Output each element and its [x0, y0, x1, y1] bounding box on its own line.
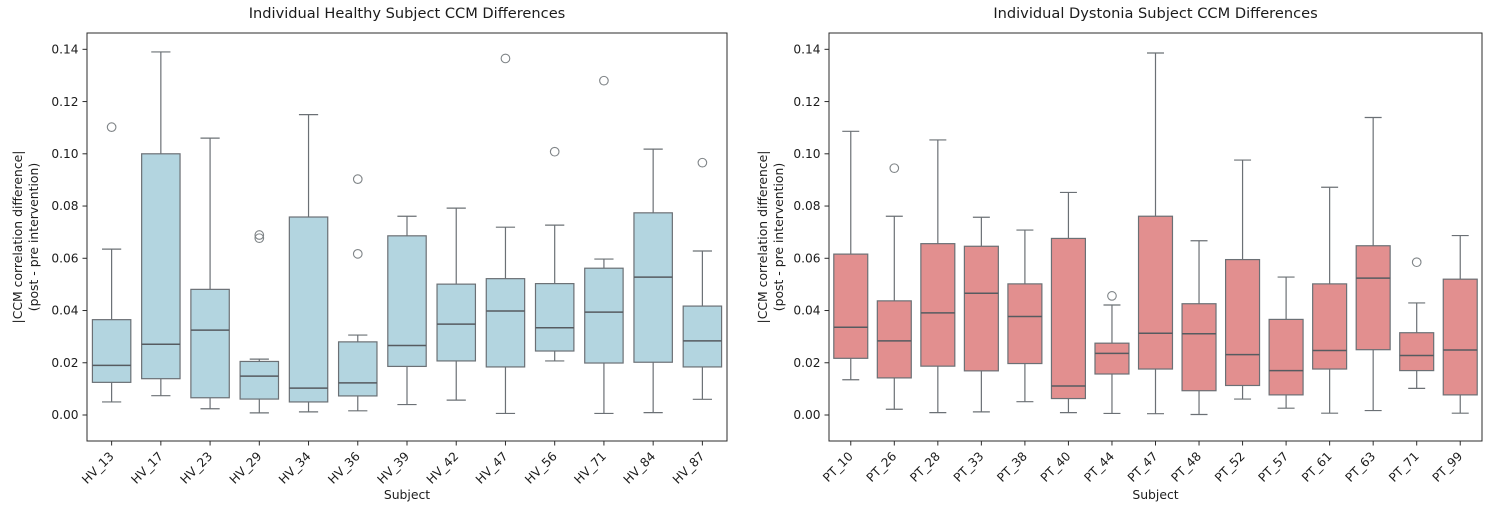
- outlier-HV_56: [549, 146, 560, 157]
- box-HV_13: [91, 319, 132, 383]
- y-tick-label: 0.12: [51, 95, 78, 109]
- chart-title-healthy: Individual Healthy Subject CCM Differenc…: [248, 5, 566, 22]
- outlier-HV_29: [254, 230, 265, 240]
- outlier-PT_26: [889, 163, 900, 174]
- outlier-PT_44: [1107, 291, 1117, 301]
- box-HV_87: [682, 305, 723, 368]
- box-PT_26: [876, 300, 912, 379]
- y-tick-label: 0.12: [793, 95, 820, 109]
- x-axis-label-dystonia: Subject: [1132, 487, 1179, 502]
- outlier-HV_36: [352, 248, 363, 259]
- y-tick-label: 0.08: [793, 199, 820, 213]
- x-tick-label-PT_61: PT_61: [1299, 449, 1335, 485]
- x-tick-label-PT_40: PT_40: [1038, 449, 1074, 485]
- box-PT_48: [1181, 303, 1217, 392]
- x-tick-label-PT_99: PT_99: [1430, 449, 1466, 485]
- x-tick-label-PT_71: PT_71: [1386, 449, 1422, 485]
- box-PT_57: [1268, 318, 1304, 396]
- x-tick-label-PT_38: PT_38: [994, 449, 1030, 485]
- box-PT_47: [1137, 215, 1174, 370]
- y-tick-label: 0.08: [51, 199, 78, 213]
- outlier-PT_71: [1411, 257, 1422, 268]
- y-tick-label: 0.00: [51, 408, 78, 422]
- box-HV_36: [337, 341, 378, 397]
- box-PT_99: [1442, 278, 1478, 396]
- box-HV_84: [633, 212, 673, 363]
- panel-dystonia: Individual Dystonia Subject CCM Differen…: [745, 0, 1490, 513]
- x-tick-label-PT_10: PT_10: [820, 449, 856, 485]
- box-HV_34: [288, 216, 329, 403]
- x-tick-label-HV_34: HV_34: [276, 449, 314, 487]
- x-tick-label-HV_42: HV_42: [424, 449, 462, 487]
- outlier-HV_13: [106, 122, 117, 133]
- outlier-HV_36: [352, 174, 363, 184]
- box-PT_71: [1399, 332, 1435, 372]
- box-PT_33: [963, 245, 999, 372]
- panel-healthy: Individual Healthy Subject CCM Differenc…: [10, 5, 728, 502]
- box-HV_71: [584, 267, 624, 364]
- box-HV_29: [239, 360, 280, 400]
- x-tick-label-PT_33: PT_33: [951, 449, 987, 485]
- y-tick-label: 0.04: [51, 304, 78, 318]
- x-tick-label-HV_71: HV_71: [571, 449, 609, 487]
- x-tick-label-HV_56: HV_56: [522, 449, 560, 487]
- box-PT_40: [1050, 237, 1087, 400]
- x-tick-label-PT_28: PT_28: [907, 449, 943, 485]
- y-tick-label: 0.14: [793, 43, 820, 57]
- box-PT_63: [1355, 245, 1391, 351]
- x-tick-label-HV_87: HV_87: [670, 449, 708, 487]
- outlier-HV_71: [599, 75, 609, 86]
- boxplot-svg-healthy: 0.00 0.02 0.04 0.06 0.08 0.10 0.12 0.14 HV_13 HV_…: [51, 32, 728, 487]
- x-tick-label-HV_39: HV_39: [375, 449, 413, 487]
- y-tick-label: 0.06: [793, 251, 820, 265]
- x-tick-label-HV_47: HV_47: [473, 449, 511, 487]
- x-axis-label-healthy: Subject: [383, 487, 431, 502]
- x-tick-label-HV_23: HV_23: [178, 449, 216, 487]
- box-PT_52: [1224, 258, 1261, 387]
- y-tick-label: 0.04: [793, 304, 820, 318]
- x-tick-label-HV_17: HV_17: [128, 449, 166, 487]
- box-PT_28: [920, 243, 956, 367]
- x-tick-label-PT_44: PT_44: [1081, 449, 1117, 485]
- box-HV_42: [436, 283, 477, 362]
- box-PT_44: [1094, 342, 1130, 375]
- y-tick-label: 0.10: [51, 147, 78, 161]
- y-tick-label: 0.14: [51, 43, 78, 57]
- x-tick-label-PT_47: PT_47: [1125, 449, 1161, 485]
- x-tick-label-PT_52: PT_52: [1212, 449, 1248, 485]
- box-PT_38: [1007, 283, 1043, 365]
- outlier-HV_47: [500, 53, 511, 64]
- box-HV_17: [141, 153, 181, 380]
- x-tick-label-HV_36: HV_36: [325, 449, 363, 487]
- x-tick-label-PT_57: PT_57: [1256, 449, 1292, 485]
- x-tick-label-PT_63: PT_63: [1343, 449, 1379, 485]
- box-HV_56: [534, 283, 575, 352]
- box-HV_47: [485, 278, 526, 368]
- y-tick-label: 0.10: [793, 147, 820, 161]
- outlier-HV_87: [697, 157, 708, 168]
- chart-title-dystonia: Individual Dystonia Subject CCM Differen…: [993, 5, 1318, 22]
- x-tick-label-PT_26: PT_26: [864, 449, 900, 485]
- x-tick-label-HV_29: HV_29: [227, 449, 265, 487]
- box-PT_10: [833, 253, 869, 359]
- y-tick-label: 0.00: [793, 408, 820, 422]
- box-PT_61: [1312, 283, 1348, 370]
- x-tick-label-PT_48: PT_48: [1169, 449, 1205, 485]
- y-tick-label: 0.02: [51, 356, 78, 370]
- x-tick-label-HV_84: HV_84: [621, 449, 659, 487]
- box-HV_23: [190, 288, 230, 399]
- box-HV_39: [387, 235, 427, 368]
- y-tick-label: 0.02: [793, 356, 820, 370]
- x-tick-label-HV_13: HV_13: [79, 449, 117, 487]
- y-tick-label: 0.06: [51, 251, 78, 265]
- outlier-HV_29: [254, 233, 265, 244]
